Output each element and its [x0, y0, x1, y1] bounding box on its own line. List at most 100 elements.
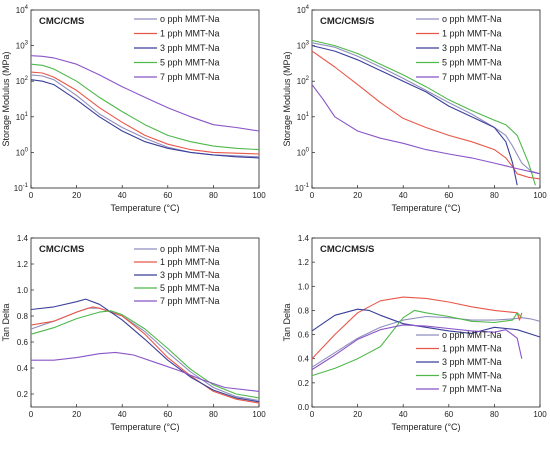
x-tick-label: 40 — [399, 410, 408, 419]
legend-label: 3 pph MMT-Na — [442, 43, 502, 53]
legend-label: 5 pph MMT-Na — [160, 283, 220, 293]
x-tick-label: 100 — [533, 191, 547, 200]
x-tick-label: 60 — [444, 191, 453, 200]
chart-panel-3: 0 20 40 60 80 100 0.2 0.4 0.6 0.8 1.0 1.2 1.4 Tempera… — [1, 234, 266, 432]
series-line-5 — [30, 55, 260, 132]
x-tick-label: 100 — [533, 410, 547, 419]
y-tick-label: 103 — [297, 41, 310, 51]
y-axis-label: Storage Modulus (MPa) — [282, 51, 292, 146]
y-tick-label: 1.4 — [17, 234, 29, 243]
y-tick-label: 0.2 — [17, 390, 29, 399]
x-tick-label: 80 — [490, 191, 499, 200]
legend: o pph MMT-Na 1 pph MMT-Na 3 pph MMT-Na 5 pp… — [134, 14, 220, 82]
x-tick-label: 80 — [490, 410, 499, 419]
legend-label: 1 pph MMT-Na — [160, 29, 220, 39]
y-tick-label: 101 — [16, 112, 29, 122]
legend-label: 7 pph MMT-Na — [442, 72, 502, 82]
x-tick-label: 100 — [252, 410, 266, 419]
series-line-4 — [311, 39, 536, 186]
y-tick-label: 1.0 — [17, 286, 29, 295]
y-tick-label: 0.2 — [298, 379, 310, 388]
y-tick-label: 104 — [16, 5, 29, 15]
y-tick-label: 102 — [297, 76, 310, 86]
x-tick-label: 20 — [353, 410, 362, 419]
chart-panel-2: 0 20 40 60 80 100 10-1 100 101 102 103 104 Temperatu… — [282, 5, 547, 213]
legend-label: o pph MMT-Na — [442, 330, 502, 340]
x-tick-label: 20 — [72, 410, 81, 419]
x-tick-label: 0 — [29, 191, 34, 200]
y-tick-label: 101 — [297, 112, 310, 122]
y-tick-label: 1.0 — [298, 282, 310, 291]
plot-frame — [30, 237, 260, 408]
y-tick-label: 103 — [16, 41, 29, 51]
y-tick-label: 10-1 — [14, 183, 29, 193]
legend: o pph MMT-Na 1 pph MMT-Na 3 pph MMT-Na 5 pp… — [416, 330, 502, 394]
series-line-3 — [30, 79, 260, 159]
y-tick-label: 0.8 — [17, 312, 29, 321]
y-tick-label: 0.4 — [298, 355, 310, 364]
y-tick-label: 104 — [297, 5, 310, 15]
chart-title: CMC/CMS/S — [320, 16, 374, 27]
y-tick-label: 1.2 — [17, 260, 29, 269]
x-tick-label: 40 — [118, 191, 127, 200]
series-line-1 — [30, 74, 260, 158]
y-tick-label: 100 — [16, 147, 29, 157]
legend-label: 5 pph MMT-Na — [442, 371, 502, 381]
x-tick-label: 100 — [252, 191, 266, 200]
plot-frame — [311, 237, 541, 408]
legend: o pph MMT-Na 1 pph MMT-Na 3 pph MMT-Na 5 pp… — [134, 244, 220, 306]
y-tick-label: 100 — [297, 147, 310, 157]
legend-label: 1 pph MMT-Na — [160, 257, 220, 267]
series-line-4 — [311, 309, 523, 377]
legend: o pph MMT-Na 1 pph MMT-Na 3 pph MMT-Na 5 pp… — [416, 14, 502, 82]
y-axis-label: Tan Delta — [1, 303, 11, 341]
series-line-2 — [30, 71, 260, 155]
y-tick-label: 0.0 — [298, 403, 310, 412]
x-tick-label: 40 — [399, 191, 408, 200]
x-tick-label: 60 — [444, 410, 453, 419]
y-tick-label: 10-1 — [295, 183, 310, 193]
legend-label: 5 pph MMT-Na — [442, 58, 502, 68]
series-line-5 — [311, 324, 523, 371]
series-line-5 — [311, 84, 541, 175]
y-axis-label: Storage Modulus (MPa) — [1, 51, 11, 146]
x-axis-label: Temperature (°C) — [110, 422, 179, 432]
series-line-3 — [30, 298, 260, 403]
legend-label: 3 pph MMT-Na — [160, 270, 220, 280]
plot-frame — [311, 9, 541, 189]
x-tick-label: 0 — [310, 410, 315, 419]
series-line-4 — [30, 63, 260, 151]
series-line-5 — [31, 351, 260, 392]
y-axis-label: Tan Delta — [282, 303, 292, 341]
x-tick-label: 0 — [310, 191, 315, 200]
series-line-3 — [311, 45, 518, 186]
legend-label: 7 pph MMT-Na — [442, 384, 502, 394]
x-axis-label: Temperature (°C) — [110, 203, 179, 213]
legend-label: o pph MMT-Na — [442, 14, 502, 24]
chart-title: CMC/CMS/S — [320, 244, 374, 255]
x-tick-label: 80 — [209, 191, 218, 200]
y-tick-label: 1.2 — [298, 258, 310, 267]
y-tick-label: 0.8 — [298, 306, 310, 315]
legend-label: 3 pph MMT-Na — [160, 43, 220, 53]
x-tick-label: 20 — [353, 191, 362, 200]
series-line-2 — [311, 296, 523, 360]
y-tick-label: 1.4 — [298, 234, 310, 243]
plot-frame — [30, 9, 260, 189]
x-axis-label: Temperature (°C) — [391, 422, 460, 432]
legend-label: 7 pph MMT-Na — [160, 72, 220, 82]
legend-label: 1 pph MMT-Na — [442, 29, 502, 39]
x-tick-label: 40 — [118, 410, 127, 419]
series-line-4 — [30, 310, 260, 399]
legend-label: 5 pph MMT-Na — [160, 58, 220, 68]
legend-label: 1 pph MMT-Na — [442, 344, 502, 354]
y-tick-label: 102 — [16, 76, 29, 86]
chart-title: CMC/CMS — [39, 16, 84, 27]
x-tick-label: 60 — [163, 191, 172, 200]
series-line-2 — [30, 306, 260, 404]
series-line-2 — [311, 50, 541, 180]
chart-title: CMC/CMS — [39, 244, 84, 255]
legend-label: o pph MMT-Na — [160, 14, 220, 24]
series-line-1 — [311, 42, 541, 175]
